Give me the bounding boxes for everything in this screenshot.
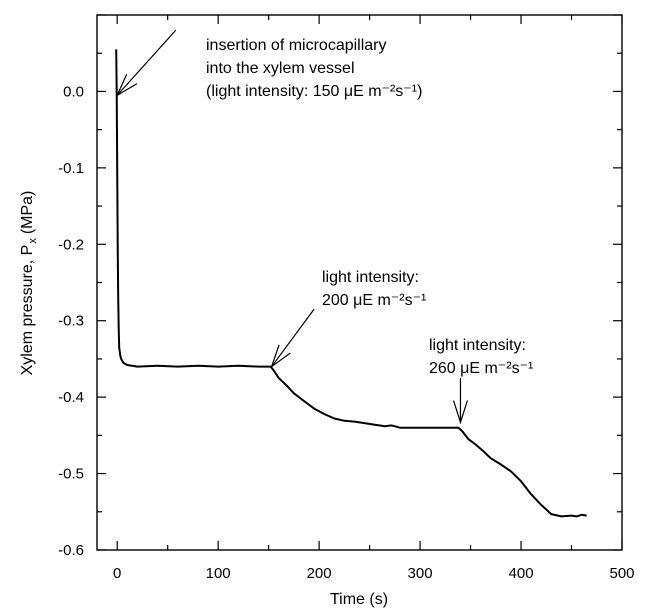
y-axis-title: Xylem pressure, Px (MPa) xyxy=(19,191,39,376)
x-tick-label: 100 xyxy=(206,565,231,582)
y-tick-label: -0.1 xyxy=(58,160,84,177)
y-axis-title-subscript: x xyxy=(27,238,39,244)
annotation-text: insertion of microcapillary xyxy=(206,37,387,54)
annotations: insertion of microcapillary into the xyle… xyxy=(117,29,533,422)
y-tick-label: -0.5 xyxy=(58,466,84,483)
y-tick-label: -0.3 xyxy=(58,313,84,330)
x-tick-label: 0 xyxy=(113,565,121,582)
x-tick-label: 300 xyxy=(408,565,433,582)
y-tick-label: -0.4 xyxy=(58,389,84,406)
y-tick-label: -0.6 xyxy=(58,542,84,559)
annotation-arrow xyxy=(272,308,315,366)
y-tick-label: 0.0 xyxy=(63,83,84,100)
y-axis-title-main: Xylem pressure, P xyxy=(19,245,36,376)
x-tick-label: 500 xyxy=(609,565,634,582)
x-tick-label: 400 xyxy=(509,565,534,582)
annotation-text: into the xylem vessel xyxy=(206,60,355,77)
annotation-text: 200 μE m⁻²s⁻¹ xyxy=(322,292,426,309)
x-axis-title: Time (s) xyxy=(330,591,388,608)
annotation-text: light intensity: xyxy=(429,337,526,354)
annotation-arrow xyxy=(117,29,177,95)
series-line xyxy=(115,49,587,518)
y-axis-title-unit: (MPa) xyxy=(19,191,36,235)
annotation-text: (light intensity: 150 μE m⁻²s⁻¹) xyxy=(206,83,422,100)
y-tick-label: -0.2 xyxy=(58,236,84,253)
x-tick-label: 200 xyxy=(307,565,332,582)
annotation-text: 260 μE m⁻²s⁻¹ xyxy=(429,360,533,377)
ticks: 0 100 200 300 400 500 0.0 -0.1 -0.2 -0.3 -0.4 -0.5 -… xyxy=(58,14,635,582)
annotation-text: light intensity: xyxy=(322,269,419,286)
series-layer xyxy=(115,49,587,518)
